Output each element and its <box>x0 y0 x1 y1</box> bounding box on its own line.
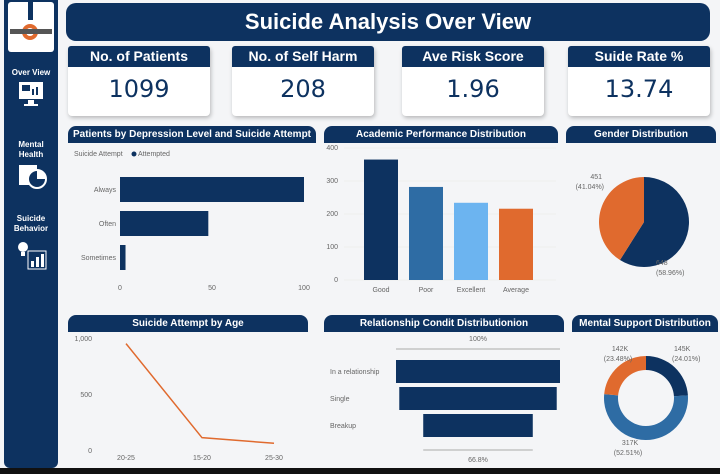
sidebar: Over View Mental Health Suicide Behavior <box>4 0 58 468</box>
monitor-dashboard-icon <box>19 82 43 106</box>
tick-label: 500 <box>80 392 92 399</box>
panel-title: Relationship Condit Distributionion <box>324 315 564 332</box>
category-label: Often <box>99 221 116 228</box>
pie-chart-window-icon <box>19 165 47 189</box>
nav-label: Mental <box>18 140 44 149</box>
kpi-label: Ave Risk Score <box>402 46 544 67</box>
panel-title: Gender Distribution <box>566 126 716 143</box>
kpi-card-risk-score: Ave Risk Score 1.96 <box>402 46 544 116</box>
tick-label: 1,000 <box>74 336 92 343</box>
slice <box>604 394 688 440</box>
kpi-card-suicide-rate: Suide Rate % 13.74 <box>568 46 710 116</box>
tick-label: 50 <box>208 285 216 292</box>
kpi-value: 1.96 <box>446 75 500 103</box>
slice <box>599 177 644 261</box>
tick-label: 0 <box>88 448 92 455</box>
category-label: Good <box>372 287 389 294</box>
academic-bar-chart: 0 100 200 300 400 Good Poor Excellent Average <box>326 145 556 294</box>
bar <box>499 208 533 280</box>
bar <box>120 211 209 236</box>
slice <box>619 177 689 267</box>
bar <box>120 245 126 270</box>
slice <box>604 356 646 396</box>
tick-label: 100 <box>298 285 310 292</box>
legend-marker <box>131 151 137 157</box>
screen-bottom-edge <box>0 468 720 474</box>
kpi-value: 208 <box>280 75 326 103</box>
panel-title: Mental Support Distribution <box>572 315 718 332</box>
tick-label: 0 <box>118 285 122 292</box>
logo <box>8 2 54 52</box>
category-label: 20-25 <box>117 455 135 462</box>
kpi-value: 1099 <box>108 75 170 103</box>
top-label: 100% <box>469 336 487 343</box>
nav-over-view[interactable]: Over View <box>4 68 58 107</box>
category-label: 15-20 <box>193 455 211 462</box>
nav-mental-health[interactable]: Mental Health <box>4 140 58 189</box>
nav-suicide-behavior[interactable]: Suicide Behavior <box>4 214 58 271</box>
category-label: In a relationship <box>330 369 380 376</box>
panel-title: Suicide Attempt by Age <box>68 315 308 332</box>
bar <box>409 186 443 280</box>
data-label: (58.96%) <box>656 270 684 277</box>
funnel-bar <box>399 387 557 410</box>
kpi-label: No. of Self Harm <box>232 46 374 67</box>
page-title: Suicide Analysis Over View <box>66 3 710 41</box>
bar <box>364 159 398 280</box>
age-line-chart: 0 500 1,000 20-25 15-20 25-30 <box>74 336 283 462</box>
nav-label: Over View <box>11 68 51 77</box>
data-label: 317K <box>622 440 639 447</box>
kpi-card-self-harm: No. of Self Harm 208 <box>232 46 374 116</box>
category-label: Sometimes <box>81 255 117 262</box>
panel-title: Academic Performance Distribution <box>324 126 558 143</box>
data-label: 451 <box>590 174 602 181</box>
lightbulb-growth-chart-icon <box>18 242 47 270</box>
tick-label: 0 <box>334 277 338 284</box>
data-label: (23.48%) <box>604 356 632 363</box>
bar <box>454 202 488 280</box>
data-label: (24.01%) <box>672 356 700 363</box>
category-label: 25-30 <box>265 455 283 462</box>
legend-label: Attempted <box>138 151 170 158</box>
tick-label: 100 <box>326 244 338 251</box>
category-label: Always <box>94 187 117 194</box>
funnel-bar <box>423 414 533 437</box>
nav-label: Behavior <box>13 224 49 233</box>
hanging-rope-logo-icon <box>10 2 52 40</box>
kpi-label: No. of Patients <box>68 46 210 67</box>
tick-label: 300 <box>326 178 338 185</box>
data-label: (41.04%) <box>576 184 604 191</box>
bar <box>120 177 304 202</box>
kpi-label: Suide Rate % <box>568 46 710 67</box>
slice <box>646 356 688 397</box>
kpi-card-patients: No. of Patients 1099 <box>68 46 210 116</box>
panel-title: Patients by Depression Level and Suicide… <box>68 126 316 143</box>
data-label: 648 <box>656 260 668 267</box>
nav-label: Health <box>18 150 44 159</box>
category-label: Single <box>330 396 350 403</box>
data-label: 145K <box>674 346 691 353</box>
data-label: 142K <box>612 346 629 353</box>
gender-pie-chart: 648 (58.96%) 451 (41.04%) <box>576 174 689 277</box>
mental-support-donut-chart: 145K (24.01%) 317K (52.51%) 142K (23.48%) <box>604 346 701 457</box>
depression-bar-chart: Suicide Attempt Attempted Always Often Somet… <box>74 151 310 292</box>
funnel-bar <box>396 360 560 383</box>
category-label: Excellent <box>457 287 485 294</box>
line-series <box>125 343 275 445</box>
data-label: (52.51%) <box>614 450 642 457</box>
tick-label: 400 <box>326 145 338 152</box>
relationship-funnel-chart: 100% In a relationship Single Breakup 66.8% <box>330 336 560 464</box>
nav-label: Suicide <box>16 214 46 223</box>
category-label: Breakup <box>330 423 356 430</box>
category-label: Average <box>503 287 529 294</box>
kpi-value: 13.74 <box>604 75 674 103</box>
tick-label: 200 <box>326 211 338 218</box>
bottom-label: 66.8% <box>468 457 488 464</box>
legend-title: Suicide Attempt <box>74 151 123 158</box>
category-label: Poor <box>419 287 434 294</box>
